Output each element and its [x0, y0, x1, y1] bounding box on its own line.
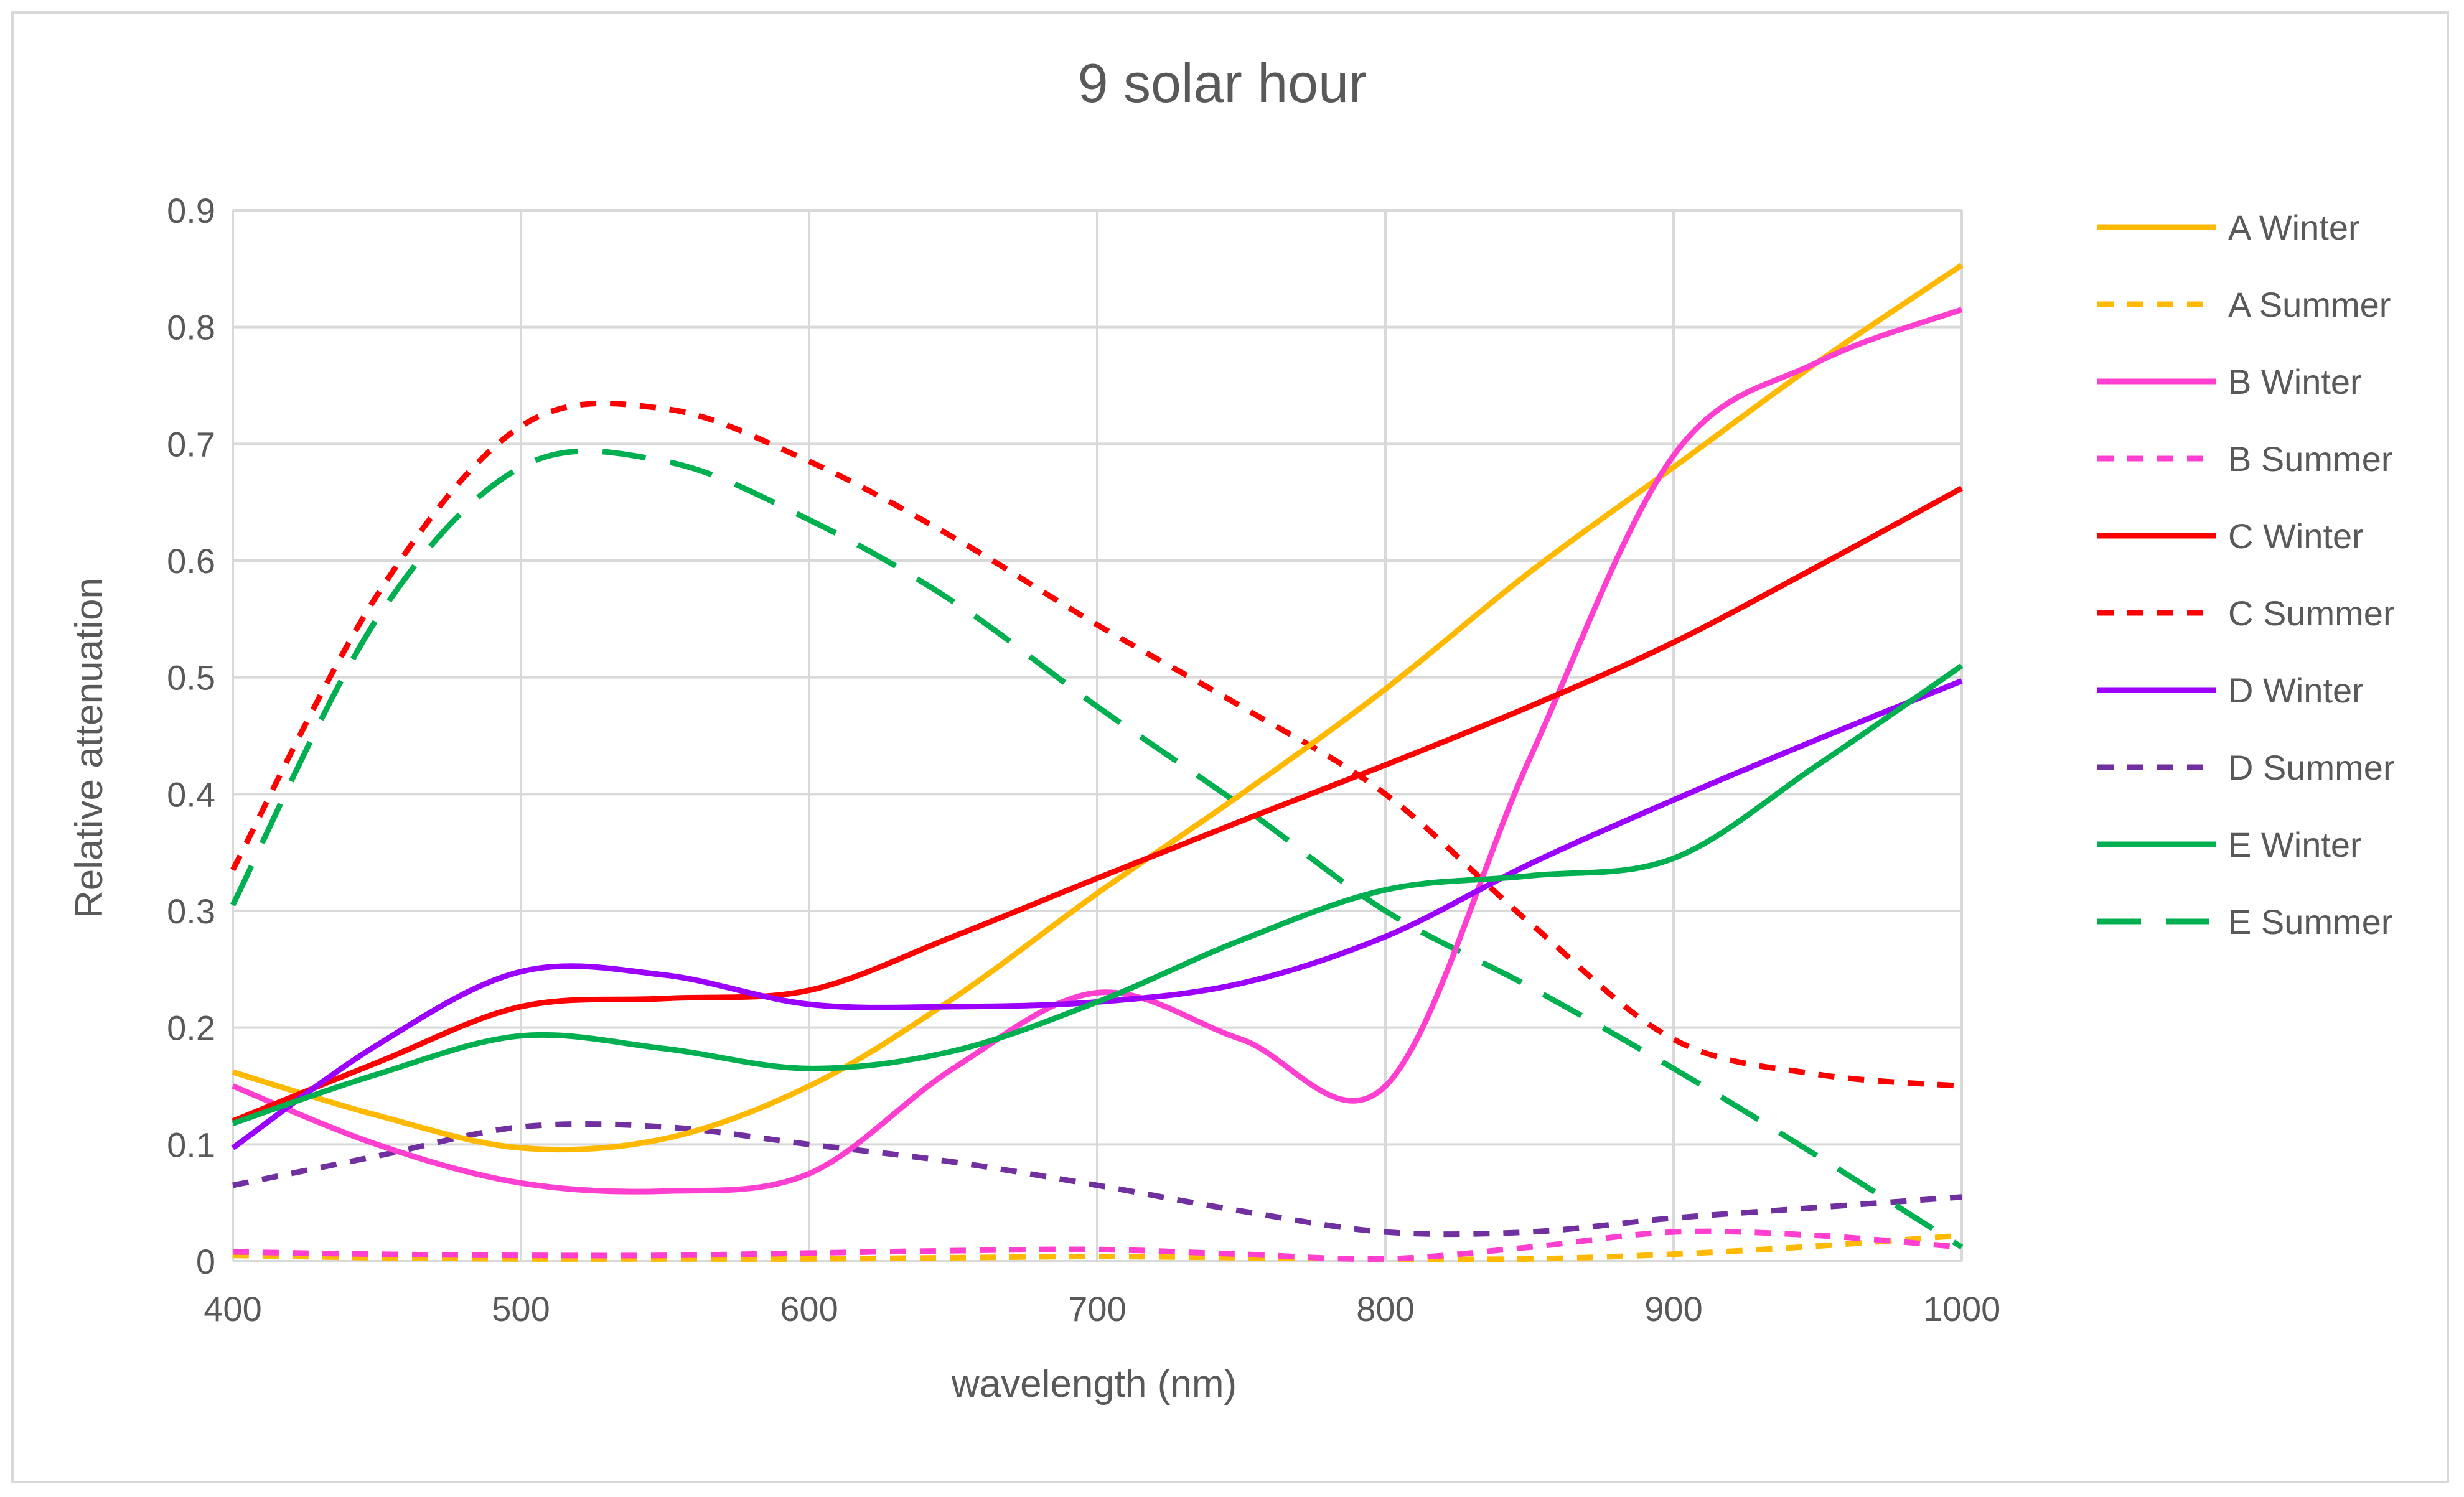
y-tick-label: 0.7 — [167, 424, 215, 464]
series-line-b-winter — [232, 307, 1963, 1195]
legend-entry-b-winter: B Winter — [2097, 362, 2362, 401]
series-line-a-summer — [232, 1233, 1962, 1262]
chart-svg: 9 solar hour 0 0.1 0.2 0.3 0.4 0.5 0.6 0.7 0.8 0.… — [68, 52, 2395, 1406]
legend-entry-e-summer: E Summer — [2097, 902, 2393, 941]
x-tick-label: 800 — [1356, 1289, 1414, 1328]
legend-label: C Summer — [2228, 594, 2395, 633]
x-tick-label: 400 — [204, 1289, 261, 1328]
chart-frame: 9 solar hour 0 0.1 0.2 0.3 0.4 0.5 0.6 0.7 0.8 0.… — [11, 11, 2449, 1483]
legend-entry-c-winter: C Winter — [2097, 516, 2364, 556]
x-tick-label: 900 — [1644, 1289, 1702, 1328]
grid-layer — [232, 209, 1963, 1262]
x-axis-label: wavelength (nm) — [951, 1363, 1237, 1406]
y-axis-label: Relative attenuation — [68, 577, 111, 918]
legend-entry-a-summer: A Summer — [2097, 285, 2391, 324]
chart-title: 9 solar hour — [1078, 52, 1367, 114]
legend-entry-e-winter: E Winter — [2097, 825, 2362, 864]
series-line-c-winter — [232, 485, 1964, 1124]
legend-entry-d-winter: D Winter — [2097, 671, 2364, 710]
series-line-e-summer — [230, 448, 1964, 1250]
series-line-d-summer — [232, 1121, 1962, 1238]
legend-label: B Winter — [2228, 362, 2362, 401]
y-tick-label: 0.1 — [167, 1125, 215, 1164]
tick-layer: 0 0.1 0.2 0.3 0.4 0.5 0.6 0.7 0.8 0.9 400 500 600 700… — [167, 191, 2000, 1328]
legend-entry-b-summer: B Summer — [2097, 439, 2393, 478]
legend-entry-d-summer: D Summer — [2097, 748, 2395, 787]
y-tick-label: 0.8 — [167, 308, 215, 347]
legend-label: A Summer — [2228, 285, 2391, 324]
legend: A Winter A Summer B Winter B Summer C Winter… — [2097, 208, 2395, 941]
legend-label: A Winter — [2228, 208, 2360, 247]
legend-label: E Summer — [2228, 902, 2393, 941]
y-tick-label: 0.4 — [167, 775, 215, 814]
series-line-a-winter — [232, 263, 1964, 1153]
legend-entry-c-summer: C Summer — [2097, 594, 2395, 633]
y-tick-label: 0.3 — [167, 892, 215, 931]
series-line-b-summer — [232, 1228, 1962, 1262]
x-tick-label: 700 — [1068, 1289, 1126, 1328]
x-tick-label: 600 — [780, 1289, 838, 1328]
series-layer — [230, 263, 1964, 1262]
x-tick-label: 500 — [492, 1289, 550, 1328]
legend-label: D Winter — [2228, 671, 2364, 710]
legend-label: E Winter — [2228, 825, 2362, 864]
y-tick-label: 0.5 — [167, 658, 215, 697]
legend-label: C Winter — [2228, 516, 2364, 556]
y-tick-label: 0.6 — [167, 541, 215, 581]
y-tick-label: 0 — [196, 1242, 215, 1281]
x-tick-label: 1000 — [1923, 1289, 2001, 1328]
series-line-c-summer — [230, 400, 1962, 1089]
legend-entry-a-winter: A Winter — [2097, 208, 2360, 247]
series-line-e-winter — [232, 663, 1964, 1126]
legend-label: D Summer — [2228, 748, 2395, 787]
y-tick-label: 0.9 — [167, 191, 215, 230]
y-tick-label: 0.2 — [167, 1009, 215, 1048]
legend-label: B Summer — [2228, 439, 2393, 478]
